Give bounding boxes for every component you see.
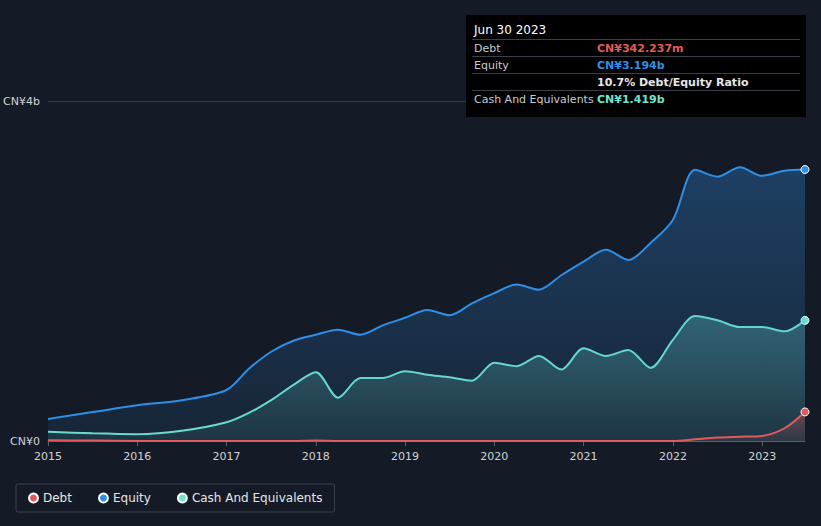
svg-text:CN¥3.194b: CN¥3.194b bbox=[597, 59, 665, 72]
svg-text:CN¥1.419b: CN¥1.419b bbox=[597, 93, 665, 106]
svg-text:2022: 2022 bbox=[659, 450, 687, 463]
svg-text:2020: 2020 bbox=[480, 450, 508, 463]
svg-text:2016: 2016 bbox=[123, 450, 151, 463]
svg-text:Debt: Debt bbox=[43, 491, 72, 505]
svg-text:2021: 2021 bbox=[570, 450, 598, 463]
svg-text:2018: 2018 bbox=[302, 450, 330, 463]
svg-text:2019: 2019 bbox=[391, 450, 419, 463]
svg-text:2023: 2023 bbox=[748, 450, 776, 463]
svg-text:CN¥4b: CN¥4b bbox=[3, 95, 40, 108]
svg-text:Cash And Equivalents: Cash And Equivalents bbox=[474, 93, 594, 106]
svg-text:CN¥0: CN¥0 bbox=[10, 435, 40, 448]
svg-text:10.7% Debt/Equity Ratio: 10.7% Debt/Equity Ratio bbox=[597, 76, 749, 89]
svg-text:2017: 2017 bbox=[213, 450, 241, 463]
svg-text:Equity: Equity bbox=[113, 491, 151, 505]
svg-text:Cash And Equivalents: Cash And Equivalents bbox=[192, 491, 323, 505]
svg-text:CN¥342.237m: CN¥342.237m bbox=[597, 42, 684, 55]
svg-text:Equity: Equity bbox=[474, 59, 509, 72]
svg-text:Debt: Debt bbox=[474, 42, 501, 55]
svg-text:Jun 30 2023: Jun 30 2023 bbox=[473, 23, 546, 37]
svg-text:2015: 2015 bbox=[34, 450, 62, 463]
